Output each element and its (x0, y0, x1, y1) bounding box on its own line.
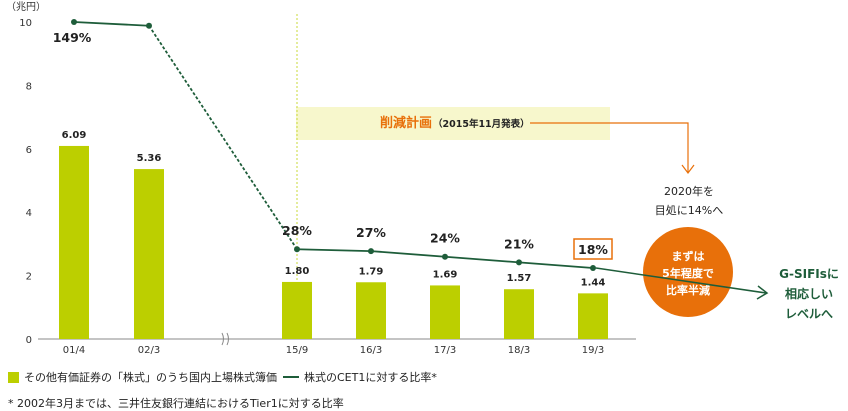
gsifi-line-1: G-SIFIsに (779, 267, 839, 281)
x-tick-label: 15/9 (286, 345, 308, 356)
gsifi-arrow-head (756, 285, 769, 300)
y-tick-label: 0 (26, 335, 32, 346)
bar (134, 169, 164, 339)
circle-line-1: まずは (672, 249, 705, 263)
legend-bar-label: その他有価証券の「株式」のうち国内上場株式簿価 (24, 371, 277, 384)
x-tick-label: 16/3 (360, 345, 382, 356)
plan-sub-label: （2015年11月発表） (433, 118, 530, 130)
line-value-label: 149% (53, 30, 92, 45)
line-value-label: 21% (504, 236, 534, 251)
line-value-label: 24% (430, 231, 460, 246)
footnote: * 2002年3月までは、三井住友銀行連結におけるTier1に対する比率 (8, 397, 344, 410)
bar (430, 285, 460, 339)
x-tick-label: 18/3 (508, 345, 530, 356)
bar-value-label: 1.44 (581, 277, 606, 288)
line-value-label: 27% (356, 225, 386, 240)
plan-label: 削減計画 (380, 115, 432, 131)
y-tick-label: 10 (19, 18, 32, 29)
x-tick-label: 02/3 (138, 345, 160, 356)
plan-arrow (530, 122, 689, 172)
x-tick-label: 19/3 (582, 345, 604, 356)
axis-break-marker (221, 332, 229, 346)
target-line-1: 2020年を (664, 184, 714, 198)
bar (282, 281, 312, 339)
line-value-label: 28% (282, 223, 312, 238)
circle-line-3: 比率半減 (666, 283, 710, 297)
bar-value-label: 1.80 (285, 266, 310, 277)
halving-circle (643, 227, 733, 317)
gsifi-line-3: レベルへ (785, 307, 833, 321)
bars-group: 6.09 5.36 1.80 1.79 1.69 1.57 1.44 (59, 130, 608, 339)
bar (504, 289, 534, 339)
y-tick-label: 2 (26, 272, 32, 283)
bar (356, 282, 386, 339)
legend-line-label: 株式のCET1に対する比率* (304, 371, 437, 384)
legend-bar-swatch (8, 371, 19, 383)
gsifi-arrow (595, 267, 767, 294)
x-tick-label: 17/3 (434, 345, 456, 356)
line-series-group: 149% 28% 27% 24% 21% 18% (53, 19, 613, 271)
line-point (71, 19, 77, 25)
line-point (442, 253, 448, 260)
y-unit-label: （兆円） (6, 1, 46, 13)
circle-line-2: 5年程度で (662, 266, 714, 280)
line-segment-break (148, 25, 298, 250)
gsifi-line-2: 相応しい (785, 286, 833, 301)
y-tick-label: 8 (26, 81, 32, 92)
bar-value-label: 1.57 (507, 273, 532, 284)
line-point (368, 248, 374, 255)
bar (578, 293, 608, 339)
line-point (294, 246, 300, 253)
bar-value-label: 1.69 (433, 269, 458, 280)
x-tick-label: 01/4 (63, 345, 85, 356)
plan-arrow-head (681, 164, 695, 174)
target-line-2: 目処に14%へ (655, 204, 723, 217)
bar-value-label: 5.36 (137, 153, 162, 164)
chart: 0 2 4 6 8 10 （兆円） 6.09 5.36 1.80 1.79 1.69 1.57 1.4… (6, 1, 839, 356)
y-tick-label: 6 (26, 145, 32, 156)
legend: その他有価証券の「株式」のうち国内上場株式簿価 株式のCET1に対する比率* (8, 369, 437, 385)
line-point (590, 265, 596, 271)
bar-value-label: 6.09 (62, 130, 87, 141)
line-point (146, 22, 152, 29)
x-tick-labels: 01/4 02/3 15/9 16/3 17/3 18/3 19/3 (63, 345, 604, 356)
bar-value-label: 1.79 (359, 266, 384, 277)
legend-line-swatch (283, 376, 299, 378)
line-point (516, 259, 522, 266)
bar (59, 145, 89, 339)
latest-ratio-highlight-box (573, 238, 613, 260)
line-segment (73, 21, 150, 27)
y-tick-label: 4 (26, 208, 32, 219)
y-axis: 0 2 4 6 8 10 (19, 18, 32, 346)
line-value-label: 18% (578, 242, 608, 257)
